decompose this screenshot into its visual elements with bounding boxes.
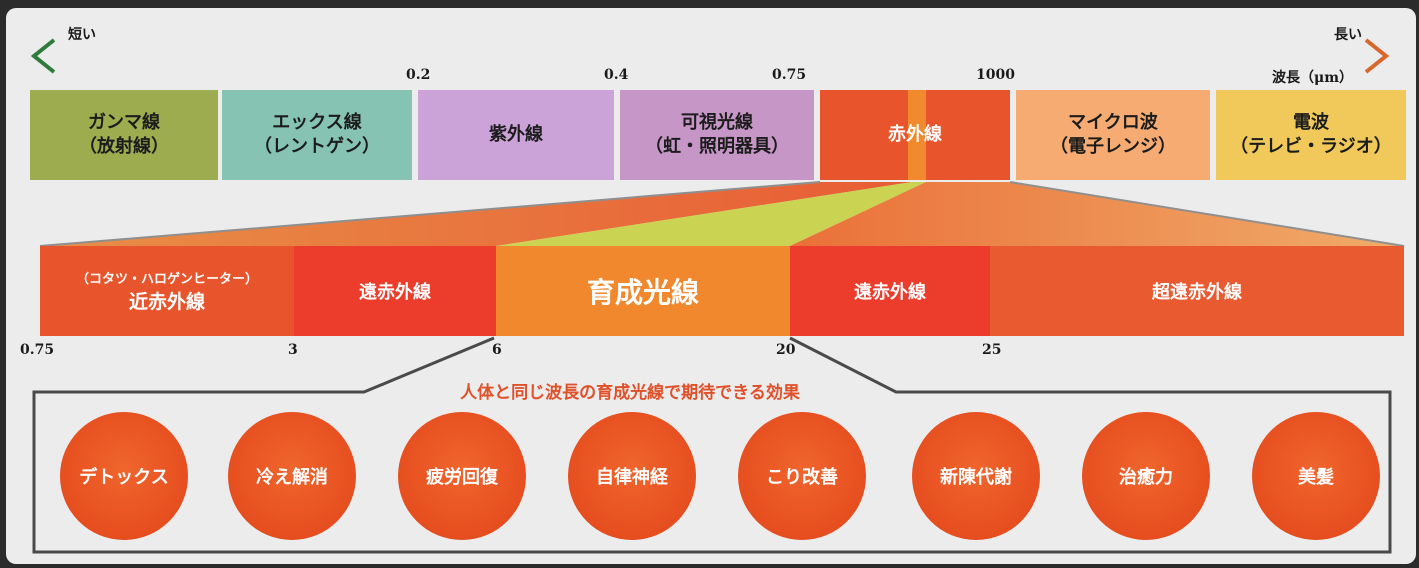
spectrum-band: マイクロ波 （電子レンジ）: [1016, 90, 1210, 180]
band-name: 電波: [1293, 111, 1329, 133]
effect-label: 冷え解消: [256, 467, 328, 488]
effect-circle: 疲労回復: [398, 412, 526, 540]
sub-band-name: 遠赤外線: [854, 282, 926, 303]
band-detail: （レントゲン）: [254, 136, 380, 157]
band-detail: （テレビ・ラジオ）: [1230, 136, 1392, 157]
infrared-sub-band: 遠赤外線: [294, 246, 496, 336]
band-name: 可視光線: [681, 111, 753, 133]
effect-label: こり改善: [766, 467, 838, 488]
effect-label: 治癒力: [1119, 467, 1173, 488]
scale-tick-label: 0.4: [604, 67, 629, 83]
spectrum-band: エックス線 （レントゲン）: [222, 90, 412, 180]
sub-band-name: 遠赤外線: [359, 282, 431, 303]
long-wavelength-label: 長い: [1334, 27, 1362, 43]
sub-band-name: 超遠赤外線: [1152, 282, 1242, 303]
effects-frame: [32, 336, 1392, 554]
effect-circle: 新陳代謝: [912, 412, 1040, 540]
infrared-tick-label: 3: [288, 342, 298, 358]
infrared-tick-label: 6: [492, 342, 502, 358]
effect-label: 自律神経: [596, 467, 668, 488]
effect-circle: こり改善: [738, 412, 866, 540]
infrared-sub-band-growth-light: 育成光線: [496, 246, 790, 336]
spectrum-band-infrared: 赤外線: [820, 90, 1010, 180]
effect-label: デトックス: [79, 467, 169, 488]
band-detail: （電子レンジ）: [1050, 136, 1176, 157]
effect-circle: 冷え解消: [228, 412, 356, 540]
infrared-tick-label: 20: [776, 342, 796, 358]
sub-band-name: 近赤外線: [128, 291, 205, 313]
band-name: エックス線: [272, 111, 362, 133]
short-wavelength-label: 短い: [68, 27, 96, 43]
infrared-tick-label: 25: [982, 342, 1002, 358]
band-name: マイクロ波: [1068, 111, 1158, 133]
wavelength-arrow: [30, 38, 1390, 74]
effects-title: 人体と同じ波長の育成光線で期待できる効果: [460, 383, 800, 403]
infrared-funnel: [39, 181, 1405, 247]
scale-tick-label: 1000: [976, 67, 1015, 83]
effect-label: 新陳代謝: [940, 467, 1012, 488]
infrared-highlight-strip: [908, 90, 926, 180]
spectrum-band: 可視光線 （虹・照明器具）: [620, 90, 814, 180]
wavelength-unit-label: 波長（μm）: [1272, 70, 1354, 86]
scale-tick-label: 0.2: [406, 67, 431, 83]
infrared-sub-band: （コタツ・ハロゲンヒーター） 近赤外線: [40, 246, 294, 336]
band-detail: （放射線）: [79, 136, 169, 157]
effect-label: 疲労回復: [426, 467, 498, 488]
band-detail: （虹・照明器具）: [645, 136, 789, 157]
spectrum-band: 電波 （テレビ・ラジオ）: [1216, 90, 1406, 180]
effect-label: 美髪: [1298, 467, 1334, 488]
band-name: 紫外線: [489, 123, 543, 145]
sub-band-note: （コタツ・ハロゲンヒーター）: [75, 272, 258, 287]
effect-circle: 美髪: [1252, 412, 1380, 540]
effect-circle: デトックス: [60, 412, 188, 540]
effect-circle: 治癒力: [1082, 412, 1210, 540]
infrared-tick-label: 0.75: [20, 342, 55, 358]
effect-circle: 自律神経: [568, 412, 696, 540]
spectrum-band: 紫外線: [418, 90, 614, 180]
infrared-sub-band: 超遠赤外線: [990, 246, 1404, 336]
scale-tick-label: 0.75: [772, 67, 807, 83]
infrared-sub-band: 遠赤外線: [790, 246, 990, 336]
band-name: ガンマ線: [88, 111, 160, 133]
band-name: 赤外線: [888, 123, 942, 145]
sub-band-name: 育成光線: [586, 276, 699, 309]
spectrum-band: ガンマ線 （放射線）: [30, 90, 218, 180]
